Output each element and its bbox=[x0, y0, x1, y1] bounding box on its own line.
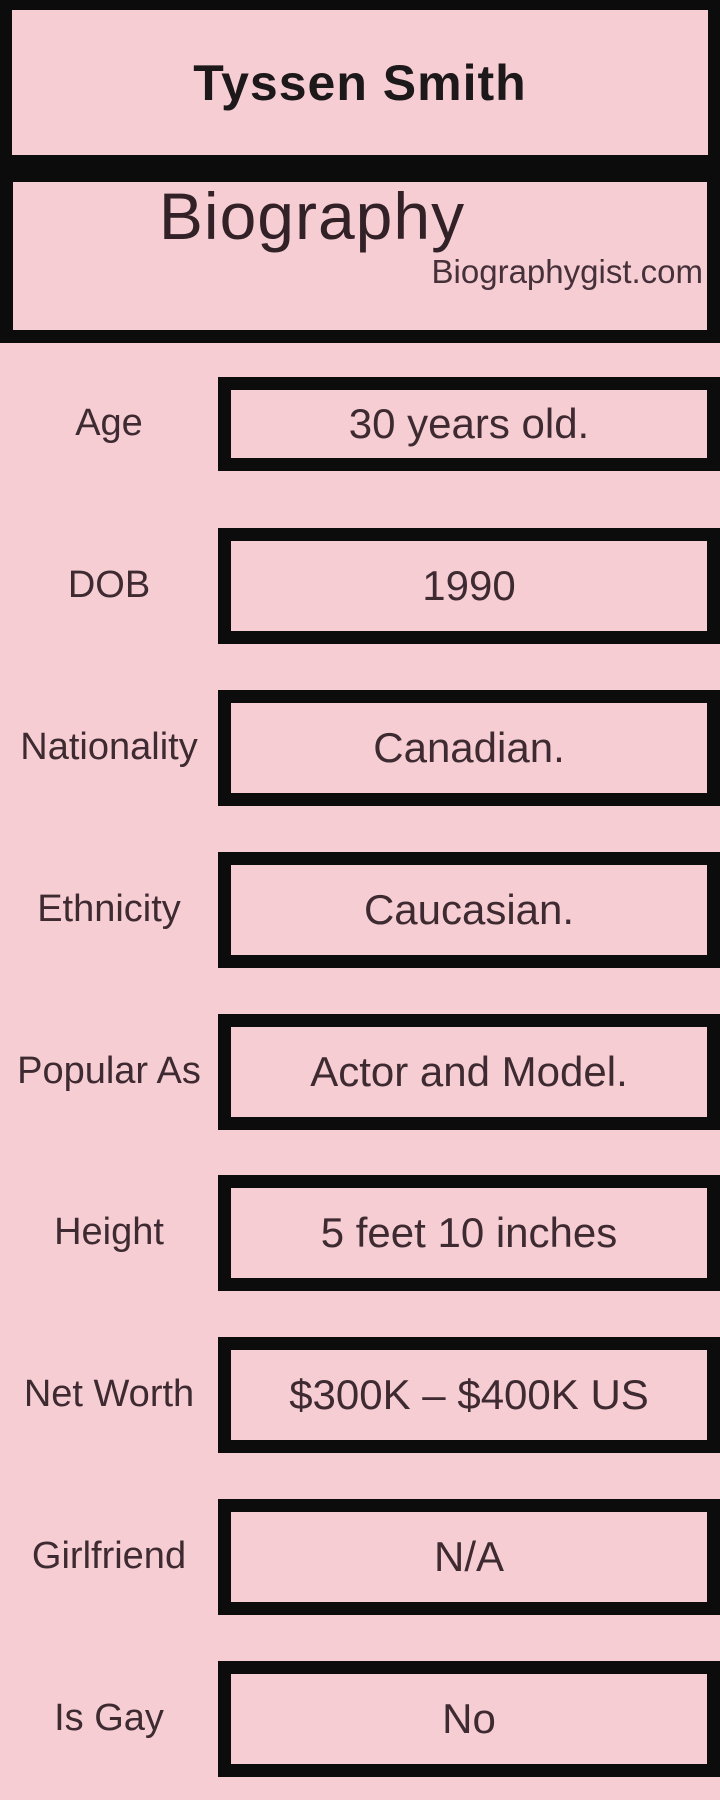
bio-row-value: No bbox=[442, 1695, 496, 1743]
bio-row-label: DOB bbox=[67, 563, 151, 606]
bio-row-value: Actor and Model. bbox=[310, 1047, 628, 1095]
bio-row-value-box: Canadian. bbox=[218, 689, 720, 806]
bio-row: Nationality Canadian. bbox=[0, 667, 720, 829]
bio-row-label: Popular As bbox=[17, 1049, 201, 1092]
bio-row-value: Canadian. bbox=[373, 723, 565, 771]
bio-row-value-box: No bbox=[218, 1661, 720, 1778]
bio-row-label: Ethnicity bbox=[37, 887, 181, 930]
bio-row-label: Height bbox=[54, 1211, 164, 1254]
bio-row-label: Nationality bbox=[20, 725, 198, 768]
biography-heading: Biography bbox=[158, 179, 466, 253]
bio-row-label: Age bbox=[75, 402, 143, 444]
biography-box: Biography Biographygist.com bbox=[0, 168, 720, 343]
bio-row: Girlfriend N/A bbox=[0, 1476, 720, 1638]
bio-row-value: 30 years old. bbox=[348, 399, 590, 447]
bio-row-value-box: 30 years old. bbox=[218, 376, 720, 471]
bio-row-value-box: N/A bbox=[218, 1499, 720, 1616]
bio-row: Net Worth $300K – $400K US bbox=[0, 1314, 720, 1476]
bio-row: Popular As Actor and Model. bbox=[0, 991, 720, 1153]
title-box: Tyssen Smith bbox=[0, 0, 720, 168]
bio-rows: Age 30 years old. DOB 1990 Nationality C… bbox=[0, 343, 720, 1800]
bio-row: Is Gay No bbox=[0, 1638, 720, 1800]
bio-row: Ethnicity Caucasian. bbox=[0, 829, 720, 991]
bio-row-value-box: 5 feet 10 inches bbox=[218, 1175, 720, 1292]
person-name: Tyssen Smith bbox=[193, 54, 527, 111]
bio-row-value: 1990 bbox=[422, 561, 516, 609]
bio-row-label: Is Gay bbox=[54, 1697, 164, 1740]
bio-row-value: $300K – $400K US bbox=[289, 1371, 649, 1419]
bio-row-value-box: 1990 bbox=[218, 527, 720, 644]
bio-row-label: Net Worth bbox=[23, 1373, 195, 1416]
bio-row: Height 5 feet 10 inches bbox=[0, 1152, 720, 1314]
bio-row: Age 30 years old. bbox=[0, 343, 720, 505]
bio-row: DOB 1990 bbox=[0, 505, 720, 667]
bio-row-label: Girlfriend bbox=[31, 1535, 187, 1578]
bio-row-value-box: $300K – $400K US bbox=[218, 1337, 720, 1454]
website-watermark: Biographygist.com bbox=[431, 253, 703, 291]
bio-row-value-box: Actor and Model. bbox=[218, 1013, 720, 1130]
bio-row-value-box: Caucasian. bbox=[218, 851, 720, 968]
bio-row-value: Caucasian. bbox=[363, 885, 575, 933]
bio-row-value: N/A bbox=[433, 1533, 504, 1581]
bio-row-value: 5 feet 10 inches bbox=[320, 1209, 618, 1257]
